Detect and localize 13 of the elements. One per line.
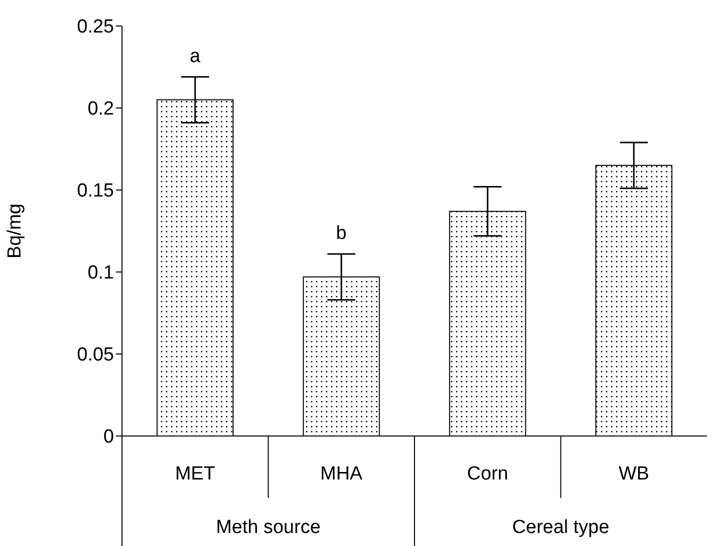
y-tick-label: 0.15 [77, 180, 114, 202]
y-tick-label: 0.2 [88, 98, 114, 120]
y-tick-label: 0.1 [88, 262, 114, 284]
y-tick-label: 0 [103, 426, 114, 448]
y-tick-label: 0.25 [77, 16, 114, 38]
data-label: b [336, 222, 347, 244]
y-tick-label: 0.05 [77, 344, 114, 366]
data-label: a [190, 46, 201, 67]
x-tick-label: Corn [467, 463, 508, 484]
x-tick-label: MET [175, 463, 216, 484]
y-axis-title: Bq/mg [4, 204, 26, 258]
x-tick-label: WB [618, 463, 650, 484]
x-tick-label: MHA [320, 463, 363, 484]
